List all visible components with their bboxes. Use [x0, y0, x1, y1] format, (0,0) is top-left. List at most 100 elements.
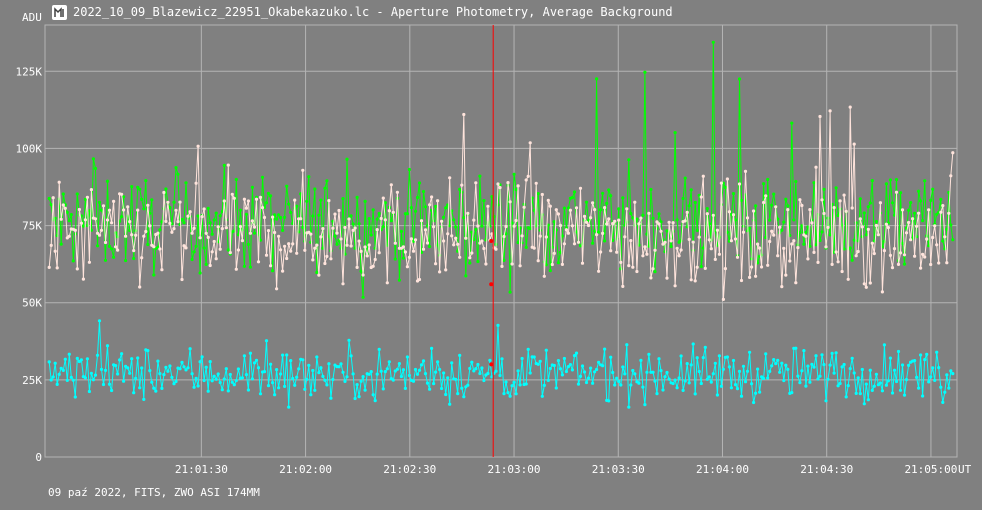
data-point — [703, 266, 707, 270]
data-point — [343, 225, 347, 230]
data-point — [578, 244, 583, 248]
data-point — [432, 225, 436, 229]
data-point — [454, 377, 458, 381]
data-point — [476, 259, 480, 264]
data-point — [136, 356, 140, 360]
data-point — [691, 342, 695, 346]
data-point — [858, 197, 862, 201]
data-point — [158, 247, 162, 251]
data-point — [524, 178, 528, 182]
data-point — [107, 382, 112, 386]
data-point — [196, 384, 200, 388]
data-point — [784, 197, 788, 201]
data-point — [132, 256, 136, 261]
data-point — [633, 372, 637, 376]
data-point — [832, 371, 836, 375]
data-point — [202, 207, 206, 211]
data-point — [929, 375, 933, 379]
data-point — [138, 285, 142, 289]
data-point — [172, 200, 176, 204]
data-point — [136, 185, 140, 189]
data-point — [208, 221, 212, 225]
data-point — [502, 392, 506, 396]
data-point — [584, 220, 589, 224]
data-point — [81, 224, 85, 228]
data-point — [526, 174, 530, 178]
data-point — [281, 269, 285, 273]
x-tick-label: 21:03:30 — [592, 463, 645, 476]
data-point — [671, 221, 675, 225]
data-point — [343, 379, 347, 383]
data-point — [548, 269, 552, 273]
data-point — [186, 366, 190, 370]
data-point — [685, 362, 689, 366]
data-point — [756, 242, 760, 246]
cursor-marker — [489, 239, 494, 243]
data-point — [122, 208, 126, 212]
data-point — [902, 393, 907, 397]
data-point — [870, 241, 874, 245]
data-point — [818, 238, 822, 243]
data-point — [687, 381, 691, 385]
data-point — [283, 244, 287, 248]
data-point — [79, 358, 83, 362]
data-point — [61, 368, 65, 372]
data-point — [234, 177, 238, 182]
data-point — [83, 376, 87, 380]
data-point — [73, 395, 77, 399]
data-point — [603, 206, 607, 210]
data-point — [252, 361, 257, 365]
data-point — [794, 179, 798, 184]
data-point — [383, 218, 387, 222]
data-point — [717, 252, 722, 256]
data-point — [681, 196, 685, 201]
data-point — [794, 281, 798, 285]
data-point — [568, 363, 573, 367]
data-point — [128, 220, 132, 224]
data-point — [909, 201, 913, 205]
data-point — [150, 198, 154, 202]
data-point — [884, 383, 889, 387]
data-point — [228, 372, 232, 377]
data-point — [683, 176, 687, 180]
data-point — [345, 375, 349, 379]
data-point — [262, 215, 267, 220]
data-point — [758, 390, 762, 394]
data-point — [872, 252, 876, 256]
data-point — [524, 382, 528, 386]
data-point — [281, 228, 285, 232]
data-point — [275, 368, 279, 372]
data-point — [836, 260, 840, 264]
data-point — [661, 388, 665, 392]
data-point — [544, 348, 548, 352]
data-point — [721, 297, 726, 301]
data-point — [709, 380, 713, 384]
data-point — [176, 172, 180, 176]
data-point — [399, 374, 403, 379]
data-point — [222, 163, 226, 167]
data-point — [683, 219, 687, 223]
data-point — [160, 386, 164, 390]
data-point — [446, 376, 450, 380]
data-point — [945, 373, 949, 377]
data-point — [665, 276, 669, 280]
data-point — [222, 199, 226, 203]
data-point — [570, 368, 575, 372]
data-point — [915, 375, 919, 379]
data-point — [892, 247, 897, 251]
data-point — [941, 400, 945, 404]
data-point — [244, 373, 248, 377]
data-point — [142, 397, 146, 401]
app-icon[interactable] — [52, 4, 67, 20]
data-point — [701, 246, 705, 250]
data-point — [917, 189, 921, 193]
data-point — [264, 253, 269, 257]
data-point — [468, 366, 472, 371]
data-point — [164, 187, 168, 191]
data-point — [681, 388, 685, 392]
data-point — [651, 370, 655, 374]
data-point — [786, 204, 790, 208]
data-point — [705, 212, 709, 216]
